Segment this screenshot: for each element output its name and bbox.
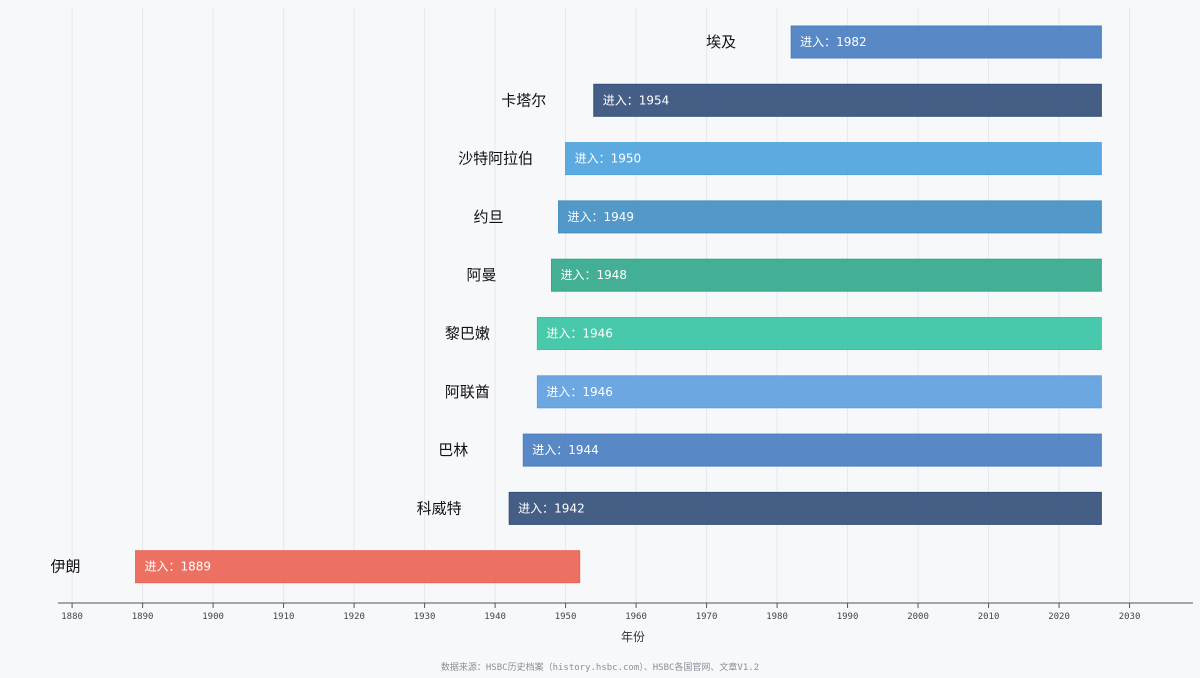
bar-row: 进入：1954 卡塔尔 bbox=[501, 83, 1102, 117]
category-label: 阿联酋 bbox=[445, 383, 490, 401]
x-tick-label: 2020 bbox=[1048, 612, 1070, 622]
bar-value-label: 进入：1954 bbox=[603, 93, 670, 107]
bar-row: 进入：1982 埃及 bbox=[706, 25, 1102, 59]
x-tick-label: 2000 bbox=[907, 612, 929, 622]
bar-row: 进入：1950 沙特阿拉伯 bbox=[458, 142, 1102, 176]
category-label: 埃及 bbox=[706, 33, 736, 51]
bar bbox=[522, 433, 1102, 467]
bar bbox=[558, 200, 1102, 234]
x-tick-label: 1890 bbox=[132, 612, 154, 622]
bar bbox=[790, 25, 1102, 59]
category-label: 约旦 bbox=[474, 208, 504, 226]
category-label: 沙特阿拉伯 bbox=[458, 150, 533, 168]
category-label: 黎巴嫩 bbox=[445, 325, 490, 343]
bar-value-label: 进入：1982 bbox=[800, 35, 867, 49]
category-label: 阿曼 bbox=[466, 266, 496, 284]
bar-row: 进入：1944 巴林 bbox=[438, 433, 1102, 467]
bar-value-label: 进入：1944 bbox=[532, 443, 599, 457]
x-tick-label: 2010 bbox=[978, 612, 1000, 622]
x-tick-label: 2030 bbox=[1119, 612, 1141, 622]
x-tick-label: 1940 bbox=[484, 612, 506, 622]
bar-row: 进入：1942 科威特 bbox=[417, 491, 1102, 525]
x-tick-label: 1920 bbox=[343, 612, 365, 622]
x-axis: 1880 1890 1900 1910 1920 1930 1940 1950 1960 1970… bbox=[58, 602, 1193, 622]
bar-row: 进入：1949 约旦 bbox=[474, 200, 1102, 234]
bar bbox=[536, 317, 1102, 350]
x-tick-label: 1970 bbox=[696, 612, 718, 622]
source-footer: 数据来源：HSBC历史档案（history.hsbc.com）、HSBC各国官网… bbox=[440, 663, 760, 673]
bar-row: 进入：1948 阿曼 bbox=[466, 258, 1102, 292]
bar-value-label: 进入：1946 bbox=[546, 327, 613, 341]
bar-value-label: 进入：1948 bbox=[560, 268, 627, 282]
x-tick-label: 1980 bbox=[766, 612, 788, 622]
bar bbox=[565, 142, 1102, 176]
bar bbox=[135, 550, 581, 584]
bar-value-label: 进入：1949 bbox=[568, 210, 635, 224]
bar bbox=[508, 491, 1102, 525]
x-tick-label: 1910 bbox=[273, 612, 295, 622]
bar bbox=[550, 258, 1102, 292]
bar-value-label: 进入：1950 bbox=[575, 152, 642, 166]
bar bbox=[536, 375, 1102, 409]
category-label: 巴林 bbox=[438, 441, 468, 459]
bar-value-label: 进入：1946 bbox=[546, 385, 613, 399]
x-tick-label: 1960 bbox=[625, 612, 647, 622]
category-label: 科威特 bbox=[417, 499, 462, 517]
category-label: 卡塔尔 bbox=[501, 91, 546, 109]
bar-value-label: 进入：1889 bbox=[145, 560, 212, 574]
x-tick-label: 1950 bbox=[555, 612, 577, 622]
bar-row: 进入：1889 伊朗 bbox=[51, 550, 581, 584]
x-tick-label: 1990 bbox=[837, 612, 859, 622]
x-tick-label: 1930 bbox=[414, 612, 436, 622]
category-label: 伊朗 bbox=[51, 558, 81, 576]
x-axis-label: 年份 bbox=[621, 630, 645, 644]
bar-row: 进入：1946 黎巴嫩 bbox=[445, 317, 1102, 350]
bar-row: 进入：1946 阿联酋 bbox=[445, 375, 1102, 409]
bar bbox=[593, 83, 1102, 117]
bar-value-label: 进入：1942 bbox=[518, 501, 585, 515]
x-tick-label: 1880 bbox=[61, 612, 83, 622]
x-tick-label: 1900 bbox=[202, 612, 224, 622]
